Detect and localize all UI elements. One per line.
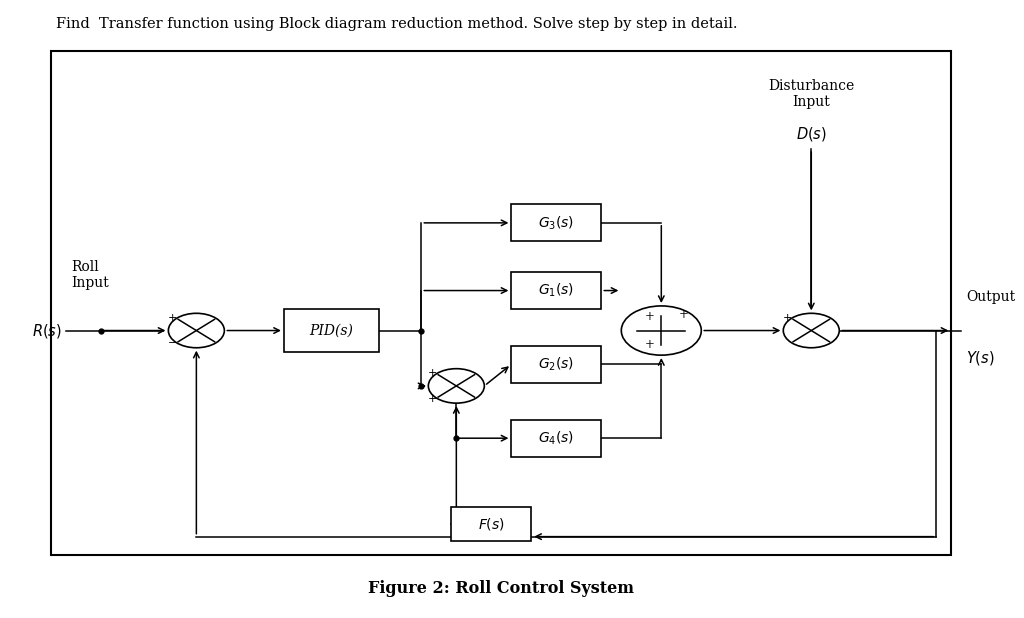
- Bar: [511, 205, 601, 241]
- Text: $G_3(s)$: $G_3(s)$: [539, 214, 574, 232]
- Circle shape: [428, 369, 484, 403]
- Bar: [511, 272, 601, 309]
- Text: $Y(s)$: $Y(s)$: [967, 349, 995, 367]
- Text: +: +: [428, 394, 437, 404]
- Bar: [51, 51, 951, 555]
- Bar: [511, 346, 601, 383]
- Text: +: +: [428, 368, 437, 378]
- Text: Figure 2: Roll Control System: Figure 2: Roll Control System: [369, 580, 634, 598]
- Text: $G_2(s)$: $G_2(s)$: [539, 356, 574, 373]
- Text: Roll
Input: Roll Input: [72, 260, 110, 290]
- Text: $G_4(s)$: $G_4(s)$: [539, 430, 574, 447]
- Bar: [452, 507, 531, 541]
- Bar: [511, 420, 601, 457]
- Text: $R(s)$: $R(s)$: [32, 321, 61, 339]
- Text: $D(s)$: $D(s)$: [796, 125, 826, 143]
- Text: +: +: [644, 310, 654, 323]
- Bar: [284, 309, 379, 352]
- Circle shape: [168, 313, 224, 348]
- Text: PID(s): PID(s): [309, 324, 353, 337]
- Circle shape: [622, 306, 701, 355]
- Text: +: +: [644, 337, 654, 350]
- Text: +: +: [168, 313, 177, 323]
- Text: $F(s)$: $F(s)$: [478, 516, 505, 532]
- Text: Find  Transfer function using Block diagram reduction method. Solve step by step: Find Transfer function using Block diagr…: [56, 17, 738, 31]
- Text: $G_1(s)$: $G_1(s)$: [539, 282, 574, 299]
- Text: Output: Output: [967, 290, 1016, 303]
- Text: +: +: [678, 308, 688, 321]
- Text: Disturbance
Input: Disturbance Input: [768, 79, 854, 109]
- Text: −: −: [168, 339, 177, 349]
- Circle shape: [783, 313, 840, 348]
- Text: +: +: [782, 313, 793, 323]
